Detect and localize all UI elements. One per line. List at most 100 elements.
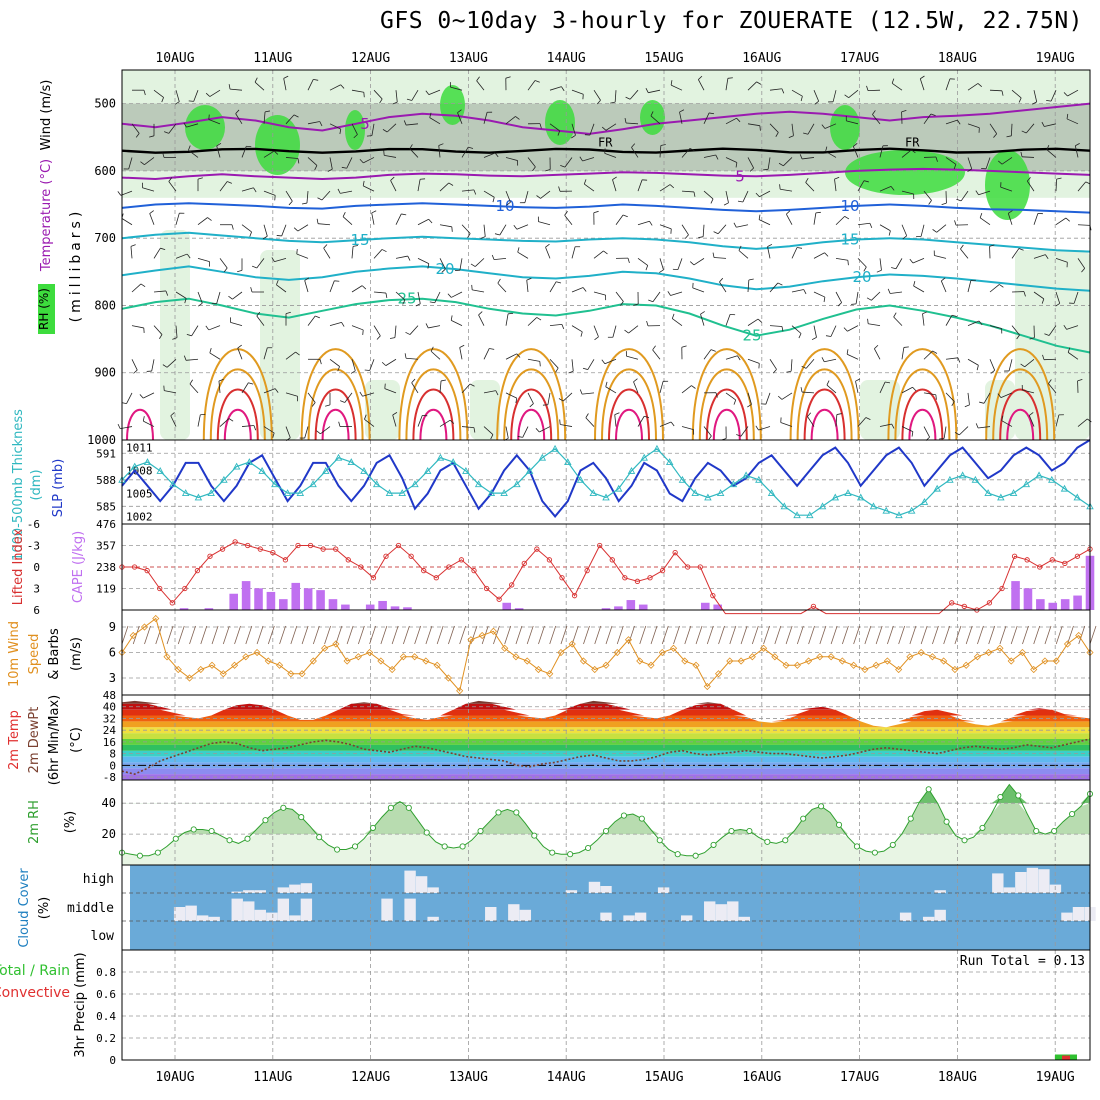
barb-flag-20-4 (564, 211, 568, 216)
barb-14-0 (428, 89, 441, 96)
wind-point-9 (219, 670, 227, 678)
li-ytick-6: 6 (33, 604, 40, 617)
isotherm-5-1 (121, 167, 1091, 181)
barb-6-9 (263, 388, 276, 394)
thickness-point-36 (576, 475, 585, 483)
barb-flag-5-9 (248, 382, 254, 385)
thickness-point-14 (296, 489, 305, 497)
barb-flag-13-0 (406, 98, 412, 101)
thickness-point-75 (1073, 493, 1082, 501)
barb-flag-17-8 (516, 353, 521, 358)
warm-arch-4-2 (510, 388, 553, 441)
barb-22-6 (615, 291, 624, 302)
barb-22-10 (614, 414, 617, 427)
barb-flag-27-5 (712, 252, 715, 258)
barb-4-5 (219, 258, 228, 269)
barb-flag-8-8 (319, 359, 322, 365)
warm-arch-4-3 (517, 408, 546, 441)
barb-flag-6-9 (274, 388, 279, 393)
top-day-label-10AUG: 10AUG (155, 51, 194, 66)
barb-flag-4-8 (209, 348, 212, 354)
sfc-barb-70 (909, 625, 917, 645)
barb-34-5 (879, 258, 882, 271)
barb-12-4 (395, 213, 402, 225)
barb-flag-15-4 (467, 233, 471, 238)
sfc-barb-67 (875, 625, 883, 645)
thickness-point-46 (704, 493, 712, 501)
barb-flag-36-0 (920, 75, 925, 80)
thickness-point-70 (1009, 489, 1018, 497)
cloud-mid-bar-49 (680, 915, 693, 921)
barb-flag-23-4 (649, 221, 653, 226)
wind-point-3 (152, 614, 160, 623)
barb-38-5 (960, 248, 969, 259)
sfc-barb-73 (943, 625, 951, 645)
barb-flag-22-10 (614, 412, 620, 415)
barb-28-10 (740, 426, 749, 437)
barb-flag-20-2 (560, 165, 566, 168)
barb-21-8 (587, 359, 595, 370)
barb-11-5 (373, 249, 383, 259)
wind-point-7 (197, 665, 205, 674)
cloud-mid-bar-70 (922, 916, 935, 921)
barb-29-4 (758, 219, 771, 226)
barb-flag-30-7 (798, 333, 802, 339)
barb-16-4 (483, 224, 486, 237)
barb-2-4 (175, 213, 180, 225)
wind-point-6 (185, 674, 194, 682)
cape-bar-15 (303, 588, 313, 610)
barb-27-7 (725, 314, 731, 326)
warm-arch-6-3 (712, 408, 741, 441)
warm-arch-8-2 (901, 388, 944, 441)
barb-flag-10-10 (338, 421, 341, 427)
wind-point-5 (174, 665, 182, 674)
wind-point-45 (624, 636, 633, 644)
barb-9-5 (323, 247, 331, 259)
barb-flag-26-10 (708, 435, 712, 441)
barb-42-6 (1055, 291, 1061, 304)
barb-flag-36-5 (909, 258, 914, 264)
barb-flag-14-7 (425, 323, 429, 329)
cape-ytick-476: 476 (96, 518, 116, 531)
barb-flag-38-3 (956, 198, 962, 202)
barb-flag-16-10 (490, 434, 494, 440)
barb-0-9 (126, 392, 133, 404)
li-point-31 (509, 582, 515, 588)
thickness-point-41 (640, 453, 648, 461)
sfc-barb-43 (605, 625, 613, 645)
rh2m-point-58 (638, 815, 645, 822)
ylabel-slp: SLP (mb) (51, 459, 66, 518)
barb-24-2 (659, 145, 662, 158)
sfc-barb-66 (864, 625, 872, 645)
barb-12-9 (384, 388, 397, 394)
barb-14-4 (439, 224, 452, 228)
barb-15-10 (461, 426, 474, 428)
barb-21-6 (593, 291, 606, 296)
barb-4-8 (209, 352, 221, 360)
barb-flag-29-0 (781, 88, 785, 94)
barb-flag-22-4 (622, 214, 628, 218)
barb-flag-37-7 (951, 314, 957, 317)
thickness-point-30 (500, 489, 508, 497)
barb-flag-5-3 (253, 187, 257, 193)
barb-flag-25-8 (681, 345, 687, 348)
wind-point-55 (737, 657, 745, 665)
rh2m-point-64 (692, 852, 699, 859)
barb-flag-34-4 (888, 230, 891, 236)
barb-flag-31-5 (824, 252, 829, 257)
sfc-barb-6 (189, 625, 196, 645)
li-point-6 (194, 567, 201, 574)
barb-14-5 (439, 258, 446, 270)
top-day-label-14AUG: 14AUG (547, 51, 586, 66)
li-point-70 (999, 585, 1005, 592)
barb-flag-8-7 (315, 315, 321, 319)
barb-20-7 (571, 325, 583, 333)
barb-31-7 (813, 325, 817, 338)
barb-18-2 (527, 157, 536, 168)
barb-13-5 (417, 258, 429, 264)
rh2m-ytick-20: 20 (102, 827, 116, 841)
barb-flag-10-9 (339, 400, 345, 403)
rh-green-blob-0 (185, 105, 225, 150)
thickness-point-7 (207, 489, 215, 497)
wind-point-70 (906, 653, 914, 661)
